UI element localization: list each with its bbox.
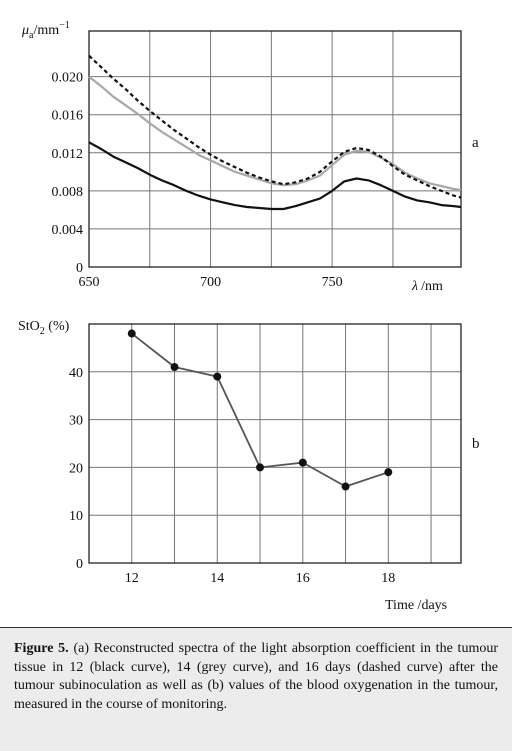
chart-b-point-5	[341, 482, 350, 491]
chart-b-frame	[88, 323, 462, 564]
chart-b-panel-label: b	[472, 436, 480, 452]
chart-a: μa/mm−1 650 700 750 0 0.004 0.008 0.012 0.016 0.…	[21, 20, 479, 294]
chart-b-ylabel: StO2 (%)	[18, 319, 70, 337]
chart-a-xlabel: λ/nm	[411, 279, 443, 294]
figure-caption: Figure 5. (a) Reconstructed spectra of t…	[14, 640, 498, 714]
chart-b-point-2	[213, 372, 222, 381]
chart-b-point-3	[256, 463, 265, 472]
caption-box: Figure 5. (a) Reconstructed spectra of t…	[0, 627, 512, 751]
chart-b-point-6	[384, 468, 393, 477]
chart-a-xtick-1: 700	[200, 275, 221, 290]
chart-b-ytick-4: 40	[69, 366, 83, 381]
chart-b-ytick-0: 0	[76, 557, 83, 572]
chart-a-ytick-1: 0.004	[52, 223, 84, 238]
chart-b-xtick-0: 12	[125, 571, 139, 586]
chart-a-xtick-2: 750	[322, 275, 343, 290]
chart-a-series-0	[88, 141, 462, 211]
chart-b-xtick-3: 18	[381, 571, 395, 586]
chart-a-series-1	[88, 75, 462, 191]
chart-b-xlabel: Time /days	[385, 598, 447, 613]
chart-a-ytick-4: 0.016	[52, 109, 84, 124]
chart-b: StO2 (%) 12 14 16 18 0 10 20 30 40 Time /days b	[18, 319, 480, 613]
chart-a-ytick-3: 0.012	[52, 147, 84, 162]
figure-canvas: μa/mm−1 650 700 750 0 0.004 0.008 0.012 0.016 0.…	[18, 20, 480, 613]
chart-b-ytick-2: 20	[69, 461, 83, 476]
chart-b-grid	[88, 323, 462, 564]
chart-b-point-4	[298, 458, 307, 467]
chart-a-frame	[88, 30, 462, 268]
chart-a-ytick-5: 0.020	[52, 71, 84, 86]
chart-a-grid	[88, 30, 462, 268]
caption-text: (a) Reconstructed spectra of the light a…	[14, 641, 498, 712]
chart-b-series	[127, 329, 393, 491]
chart-b-xtick-1: 14	[210, 571, 224, 586]
chart-b-xtick-2: 16	[296, 571, 310, 586]
chart-a-ylabel: μa/mm−1	[21, 20, 70, 41]
chart-a-xtick-0: 650	[79, 275, 100, 290]
chart-b-point-0	[127, 329, 136, 338]
chart-b-point-1	[170, 363, 179, 372]
chart-b-ytick-3: 30	[69, 414, 83, 429]
chart-a-series-2	[88, 54, 462, 199]
chart-b-ticks: 12 14 16 18 0 10 20 30 40	[69, 366, 395, 586]
chart-a-ytick-2: 0.008	[52, 185, 84, 200]
chart-a-series	[88, 54, 462, 211]
chart-a-panel-label: a	[472, 135, 479, 151]
chart-a-ytick-0: 0	[76, 261, 83, 276]
caption-title: Figure 5.	[14, 641, 69, 656]
chart-a-ticks: 650 700 750 0 0.004 0.008 0.012 0.016 0.020	[52, 71, 343, 290]
chart-b-ytick-1: 10	[69, 509, 83, 524]
